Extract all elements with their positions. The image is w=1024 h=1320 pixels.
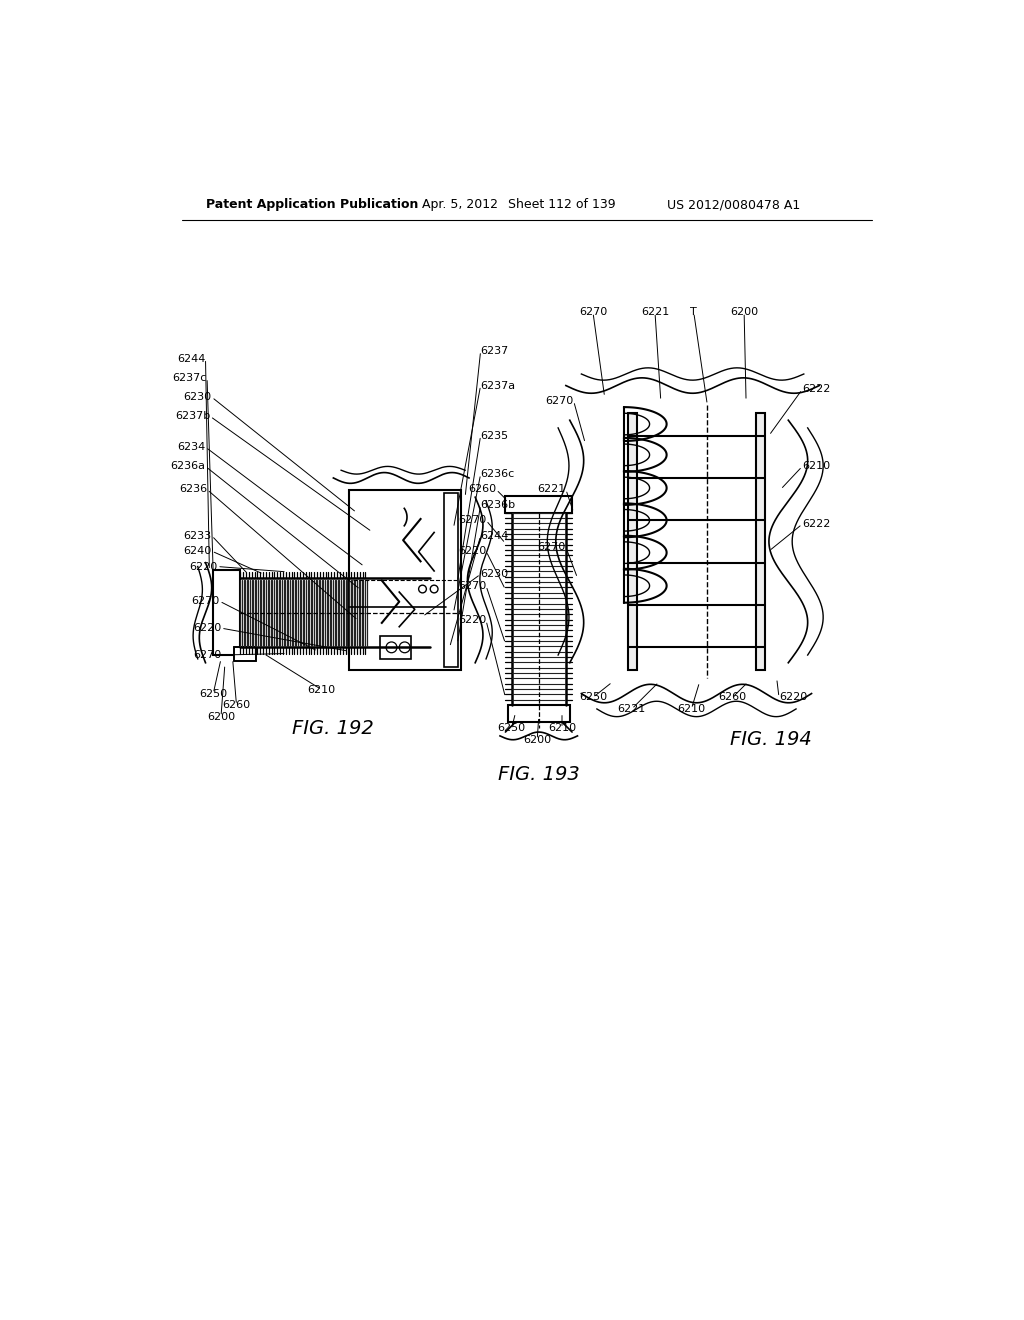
Text: 6260: 6260 [222, 700, 251, 710]
Text: 6235: 6235 [480, 430, 509, 441]
Text: 6230: 6230 [480, 569, 509, 579]
Text: 6250: 6250 [579, 693, 607, 702]
Circle shape [430, 585, 438, 593]
Text: FIG. 194: FIG. 194 [730, 730, 812, 750]
Text: 6221: 6221 [617, 704, 646, 714]
Text: 6237c: 6237c [173, 372, 207, 383]
Bar [508, 705, 569, 722]
Text: 6237a: 6237a [480, 380, 516, 391]
Text: T: T [690, 308, 697, 317]
Text: 6222: 6222 [802, 519, 830, 529]
Bar [444, 494, 458, 667]
Text: 6200: 6200 [730, 308, 758, 317]
Text: 6236c: 6236c [480, 469, 515, 479]
Text: 6220: 6220 [193, 623, 221, 634]
Text: 6244: 6244 [177, 354, 206, 363]
Bar [213, 570, 241, 655]
Text: 6244: 6244 [480, 531, 509, 541]
Bar [756, 412, 765, 671]
Text: Sheet 112 of 139: Sheet 112 of 139 [508, 198, 615, 211]
Bar [628, 412, 637, 671]
Text: 6240: 6240 [183, 546, 212, 556]
Text: 6230: 6230 [183, 392, 212, 403]
Text: 6210: 6210 [802, 462, 830, 471]
Text: 6270: 6270 [458, 581, 486, 591]
Text: 6220: 6220 [458, 615, 486, 626]
Text: FIG. 192: FIG. 192 [293, 718, 374, 738]
Text: 6220: 6220 [458, 546, 486, 556]
Text: 6210: 6210 [548, 723, 577, 733]
Text: 6222: 6222 [802, 384, 830, 395]
Text: 6270: 6270 [579, 308, 607, 317]
Circle shape [419, 585, 426, 593]
Text: 6237: 6237 [480, 346, 509, 356]
Text: FIG. 193: FIG. 193 [498, 764, 580, 784]
Text: 6260: 6260 [468, 484, 496, 495]
Text: 6270: 6270 [458, 515, 486, 525]
Text: 6210: 6210 [677, 704, 706, 714]
Text: 6237b: 6237b [175, 412, 210, 421]
Text: Patent Application Publication: Patent Application Publication [206, 198, 418, 211]
Text: 6270: 6270 [546, 396, 573, 407]
Bar [506, 496, 572, 512]
Text: 6250: 6250 [498, 723, 525, 733]
Text: 6221: 6221 [641, 308, 669, 317]
Text: 6236: 6236 [179, 484, 207, 495]
Circle shape [399, 642, 410, 653]
Circle shape [386, 642, 397, 653]
Text: 6200: 6200 [207, 711, 236, 722]
Bar [380, 636, 411, 659]
Text: 6210: 6210 [307, 685, 336, 694]
Bar [349, 490, 461, 671]
Text: 6270: 6270 [193, 649, 221, 660]
Text: 6220: 6220 [188, 561, 217, 572]
Text: 6221: 6221 [538, 484, 566, 495]
Text: 6270: 6270 [191, 597, 219, 606]
Text: 6236a: 6236a [171, 462, 206, 471]
Text: 6200: 6200 [523, 735, 551, 744]
Text: 6236b: 6236b [480, 500, 516, 510]
Text: 6260: 6260 [719, 693, 746, 702]
Text: 6233: 6233 [183, 531, 212, 541]
Text: 6250: 6250 [200, 689, 227, 698]
Text: Apr. 5, 2012: Apr. 5, 2012 [423, 198, 499, 211]
Text: US 2012/0080478 A1: US 2012/0080478 A1 [667, 198, 800, 211]
Text: 6234: 6234 [177, 442, 206, 453]
Text: 6220: 6220 [779, 693, 807, 702]
Bar [234, 647, 256, 661]
Bar [234, 647, 256, 661]
Text: 6270: 6270 [538, 543, 566, 552]
